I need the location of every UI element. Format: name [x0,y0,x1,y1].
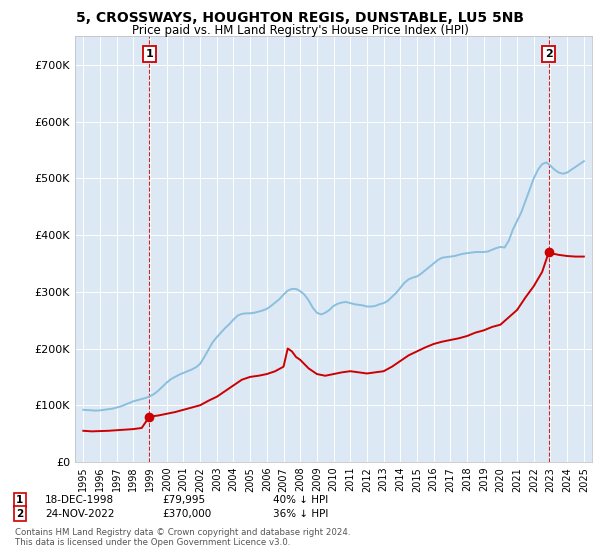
Text: Price paid vs. HM Land Registry's House Price Index (HPI): Price paid vs. HM Land Registry's House … [131,24,469,36]
Text: £370,000: £370,000 [162,508,211,519]
Text: £79,995: £79,995 [162,495,205,505]
Text: 5, CROSSWAYS, HOUGHTON REGIS, DUNSTABLE, LU5 5NB: 5, CROSSWAYS, HOUGHTON REGIS, DUNSTABLE,… [76,11,524,25]
Text: 2: 2 [545,49,553,59]
Text: 36% ↓ HPI: 36% ↓ HPI [273,508,328,519]
Text: 18-DEC-1998: 18-DEC-1998 [45,495,114,505]
Text: 40% ↓ HPI: 40% ↓ HPI [273,495,328,505]
Text: 24-NOV-2022: 24-NOV-2022 [45,508,115,519]
Text: 1: 1 [146,49,153,59]
Text: 2: 2 [16,508,23,519]
Text: 1: 1 [16,495,23,505]
Text: Contains HM Land Registry data © Crown copyright and database right 2024.
This d: Contains HM Land Registry data © Crown c… [15,528,350,547]
